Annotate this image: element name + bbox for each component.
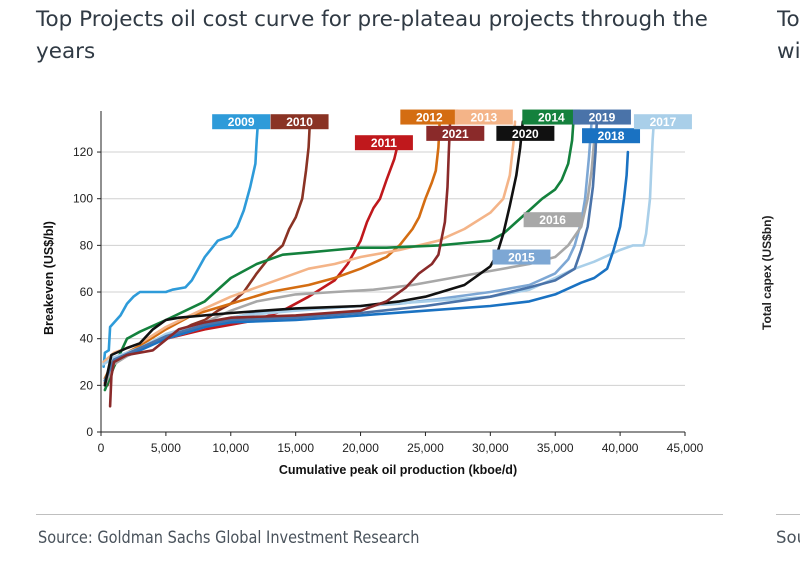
series-label-2011: 2011 [371,136,397,150]
x-tick-label: 20,000 [342,441,379,455]
x-tick-label: 25,000 [407,441,444,455]
x-tick-label: 35,000 [537,441,574,455]
adjacent-chart-title-fragment: To wi [777,7,800,64]
adjacent-source-divider [776,514,800,515]
series-lines [102,120,656,408]
series-label-2019: 2019 [589,111,616,125]
source-divider [36,514,723,515]
y-axis-label: Breakeven (US$/bl) [42,221,56,335]
y-tick-label: 0 [86,425,93,439]
axes: 0 20 40 60 80 100 120 0 5,000 10,000 15,000 20,000 2… [73,111,704,455]
series-label-box [454,109,513,125]
series-label-box [572,109,631,125]
series-label-box [633,114,692,130]
y-tick-label: 60 [80,285,94,299]
y-tick-label: 40 [80,332,94,346]
series-label-box [582,128,641,144]
x-tick-label: 15,000 [277,441,314,455]
series-label-box [492,249,551,265]
chart-title: Top Projects oil cost curve for pre-plat… [36,7,708,64]
x-tick-label: 30,000 [472,441,509,455]
y-tick-label: 100 [73,192,93,206]
adjacent-source-fragment: Sou [776,528,800,547]
series-label-box [523,212,582,228]
series-label-box [522,109,581,125]
series-label-2012: 2012 [416,111,443,125]
source-note: Source: Goldman Sachs Global Investment … [38,528,420,547]
series-label-2009: 2009 [228,115,255,129]
series-label-2018: 2018 [598,129,625,143]
y-tick-label: 120 [73,145,93,159]
series-label-2020: 2020 [512,127,539,141]
series-line-2018 [103,150,630,383]
series-label-box [400,109,459,125]
adjacent-y-axis-label-fragment: Total capex (US$bn) [760,215,774,330]
series-label-2010: 2010 [286,115,313,129]
series-label-2014: 2014 [538,111,565,125]
y-tick-label: 20 [80,378,94,392]
x-axis-label: Cumulative peak oil production (kboe/d) [279,463,517,477]
series-label-2021: 2021 [442,127,469,141]
series-label-box [496,125,555,141]
series-line-2013 [102,120,517,364]
series-line-2009 [102,120,260,369]
x-tick-label: 0 [98,441,105,455]
series-line-2020 [103,120,525,387]
series-line-2012 [103,120,442,380]
y-tick-label: 80 [80,238,94,252]
series-label-box [270,114,329,130]
series-label-box [212,114,271,130]
series-label-2016: 2016 [539,213,566,227]
x-tick-label: 40,000 [602,441,639,455]
series-label-2017: 2017 [650,115,677,129]
x-tick-label: 10,000 [212,441,249,455]
x-tick-label: 5,000 [151,441,181,455]
x-tick-label: 45,000 [667,441,704,455]
series-label-2015: 2015 [508,251,535,265]
series-line-2019 [103,120,599,383]
series-line-2021 [108,120,452,408]
series-label-box [354,135,413,151]
gridlines [101,151,685,386]
series-label-box [426,125,485,141]
series-label-2013: 2013 [470,111,497,125]
